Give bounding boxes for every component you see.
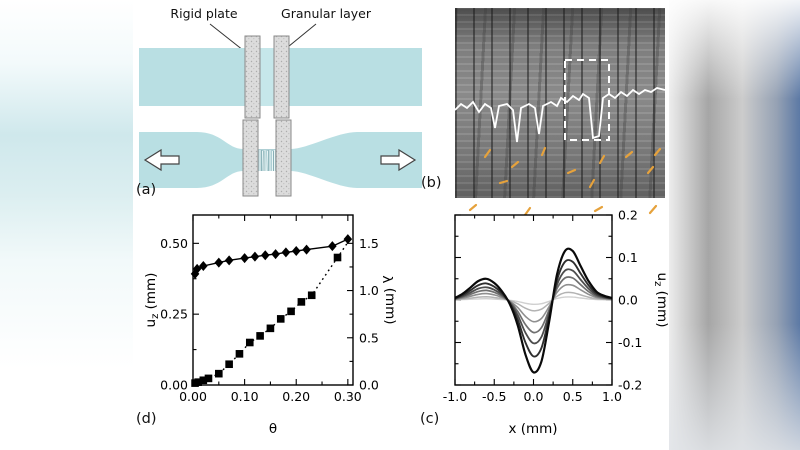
diamond-marker (271, 249, 280, 260)
panel-d-label: (d) (136, 411, 157, 427)
panel-d-x-axis-label: θ (269, 421, 277, 437)
plot-panel-c: uz (mm) x (mm) -1.0 -0.5 0.0 0.5 1.0-0.2 -0.1… (443, 208, 670, 438)
square-marker (194, 378, 202, 386)
svg-text:-0.2: -0.2 (618, 378, 642, 393)
svg-text:0.5: 0.5 (359, 330, 379, 345)
svg-text:0.1: 0.1 (618, 250, 638, 265)
panel-c-label: (c) (420, 411, 440, 427)
square-marker (333, 253, 342, 262)
square-marker (256, 332, 264, 340)
svg-text:1.0: 1.0 (359, 283, 379, 298)
square-marker (307, 291, 316, 300)
rigid-plate-right-top (273, 35, 290, 119)
plot-panel-d: uz (mm) λ (mm) θ 0.00 0.10 0.20 0.30 0.00 0.2… (143, 214, 398, 437)
svg-text:0.0: 0.0 (359, 378, 379, 393)
granular-layer-annotation: Granular layer (281, 6, 372, 21)
svg-text:0.50: 0.50 (160, 236, 188, 251)
svg-text:1.5: 1.5 (359, 236, 379, 251)
diamond-marker (250, 251, 260, 262)
profile-curve (454, 259, 613, 358)
profile-curve (454, 276, 613, 334)
granular-cracks-lines (259, 150, 275, 172)
rigid-plate-left-bottom (242, 119, 259, 197)
square-marker (276, 315, 285, 323)
panel-c-right-axis-label: uz (mm) (652, 273, 670, 328)
square-marker (215, 369, 223, 378)
plot-area-d: 0.00 0.10 0.20 0.30 0.00 0.25 0.50 0.0 0.5 1.0 1.5 (160, 214, 379, 404)
square-marker (199, 376, 208, 385)
svg-text:0.5: 0.5 (563, 389, 583, 404)
square-marker (235, 350, 244, 358)
svg-text:0.25: 0.25 (160, 307, 188, 322)
svg-text:0.30: 0.30 (334, 389, 362, 404)
svg-text:0.0: 0.0 (618, 293, 638, 308)
svg-text:-0.1: -0.1 (618, 335, 642, 350)
svg-text:0.20: 0.20 (282, 389, 310, 404)
svg-text:0.2: 0.2 (618, 208, 638, 223)
svg-text:1.0: 1.0 (602, 389, 622, 404)
svg-text:0.00: 0.00 (179, 389, 207, 404)
svg-text:-1.0: -1.0 (443, 389, 467, 404)
svg-text:-0.5: -0.5 (482, 389, 506, 404)
panel-d-right-axis-label: λ (mm) (379, 275, 398, 324)
profile-curve (454, 296, 613, 306)
diamond-marker (302, 244, 311, 255)
profile-curve (454, 268, 613, 345)
square-marker (266, 324, 275, 333)
plot-area-c: -1.0 -0.5 0.0 0.5 1.0-0.2 -0.1 0.0 0.1 0.2 (443, 208, 643, 405)
diamond-marker (224, 255, 234, 266)
diamond-marker (260, 250, 270, 261)
diamond-marker (291, 245, 301, 256)
svg-text:0.0: 0.0 (524, 389, 544, 404)
square-marker (287, 307, 295, 316)
granular-cracks-shadow-lines (260, 150, 274, 171)
panel-a-label: (a) (136, 182, 156, 198)
granular-surface-photo (455, 8, 665, 198)
rigid-plate-annotation: Rigid plate (170, 6, 237, 21)
background-blur-right (669, 0, 800, 450)
panel-d-left-axis-label: uz (mm) (143, 273, 161, 328)
svg-text:0.00: 0.00 (160, 378, 188, 393)
square-marker (245, 338, 254, 347)
stretch-arrow-left-icon (143, 148, 180, 172)
svg-text:0.10: 0.10 (231, 389, 259, 404)
rigid-plate-right-bottom (275, 119, 292, 197)
profile-curve (454, 283, 613, 323)
panel-b-label: (b) (421, 175, 442, 191)
schematic-panel-a: Rigid plate Granular layer (a) (136, 6, 422, 198)
profile-curve (454, 291, 613, 312)
square-marker (204, 374, 213, 383)
panel-c-x-axis-label: x (mm) (508, 421, 557, 437)
diamond-marker (281, 247, 291, 258)
diamond-marker (240, 253, 249, 264)
diamond-marker (343, 234, 353, 245)
granular-layer-gap-top (260, 48, 274, 106)
diamond-marker (328, 241, 337, 252)
square-marker (225, 360, 233, 369)
rigid-plate-left-top (244, 35, 261, 119)
square-marker (297, 298, 306, 306)
diamond-marker (192, 263, 202, 274)
profile-curve (454, 247, 613, 374)
diamond-marker (214, 257, 224, 268)
background-blur-left (0, 0, 133, 450)
stretch-arrow-right-icon (380, 148, 417, 172)
